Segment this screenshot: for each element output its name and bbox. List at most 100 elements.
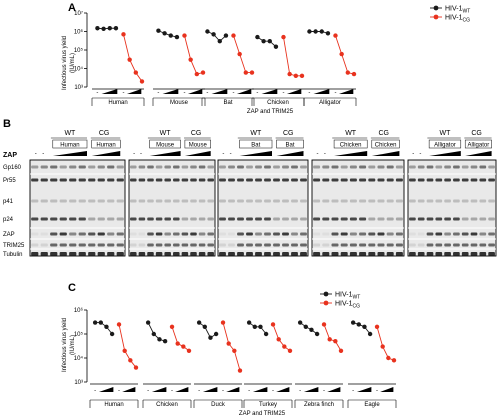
- cg-header: CG: [283, 130, 294, 137]
- wt-data-point: [223, 33, 229, 38]
- blot-band: [40, 243, 48, 247]
- blot-band: [461, 243, 469, 247]
- blot-band: [470, 243, 478, 247]
- blot-band: [155, 178, 163, 182]
- blot-band: [130, 199, 137, 203]
- blot-band: [340, 178, 348, 182]
- blot-band: [173, 165, 180, 169]
- blot-band: [138, 165, 146, 169]
- blot-band: [282, 232, 289, 236]
- blot-band: [417, 252, 425, 256]
- wt-dose-wedge: [356, 387, 372, 392]
- wt-series-line: [248, 322, 267, 335]
- blot-band: [116, 165, 124, 169]
- cg-data-point: [231, 33, 236, 38]
- wt-dose-wedge: [98, 387, 114, 392]
- no-zap-dash: -: [248, 388, 250, 394]
- blot-band: [313, 178, 321, 182]
- species-box: [184, 139, 211, 149]
- no-zap-dash: -: [171, 388, 173, 394]
- blot-band: [291, 243, 298, 247]
- blot-band: [368, 232, 376, 236]
- blot-band: [395, 252, 403, 256]
- blot-band: [282, 165, 289, 169]
- blot-band: [479, 178, 487, 182]
- blot-band: [349, 232, 357, 236]
- y-tick-label: 10⁴: [74, 355, 84, 362]
- blot-band: [359, 232, 367, 236]
- legend-label: HIV-1WT: [445, 6, 470, 15]
- blot-band: [377, 178, 385, 182]
- blot-band: [282, 252, 289, 256]
- blot-band: [97, 243, 105, 247]
- blot-band: [282, 178, 289, 182]
- blot-band: [488, 178, 495, 182]
- blot-band: [116, 217, 124, 221]
- blot-band: [377, 165, 385, 169]
- no-zap-dash: -: [147, 388, 149, 394]
- blot-band: [435, 243, 443, 247]
- wt-series-line: [158, 30, 178, 38]
- panel-a-xlabel: ZAP and TRIM25: [247, 109, 294, 115]
- species-label: Human: [60, 143, 79, 149]
- blot-band: [386, 252, 394, 256]
- blot-band: [417, 165, 425, 169]
- blot-band: [173, 199, 180, 203]
- blot-band: [50, 252, 58, 256]
- no-zap-dash: -: [376, 388, 378, 394]
- species-box: [149, 139, 181, 149]
- cg-data-point: [121, 32, 126, 37]
- cg-dose-wedge: [327, 387, 341, 392]
- cg-data-point: [391, 358, 397, 363]
- legend-marker: [433, 14, 439, 20]
- blot-band: [198, 199, 206, 203]
- blot-band: [198, 178, 206, 182]
- lane-dash: -: [412, 151, 414, 157]
- blot-band: [237, 199, 244, 203]
- blot-band: [207, 165, 214, 169]
- blot-band: [470, 217, 478, 221]
- blot-frame: [407, 159, 497, 257]
- blot-band: [386, 243, 394, 247]
- cg-data-point: [186, 348, 192, 353]
- blot-band: [461, 178, 469, 182]
- lane-dash: -: [419, 151, 421, 157]
- lane-dash: -: [133, 151, 135, 157]
- no-zap-dash: -: [282, 90, 284, 96]
- blot-band: [40, 165, 48, 169]
- blot-band: [246, 252, 253, 256]
- blot-band: [417, 178, 425, 182]
- blot-band: [130, 252, 137, 256]
- blot-band: [255, 232, 262, 236]
- wt-dose-wedge: [334, 151, 368, 156]
- blot-band: [237, 252, 244, 256]
- blot-band: [340, 252, 348, 256]
- blot-band: [219, 232, 226, 236]
- blot-band: [331, 232, 339, 236]
- blot-band: [313, 165, 321, 169]
- blot-band: [417, 243, 425, 247]
- blot-band: [409, 252, 416, 256]
- group-label: Human: [108, 100, 127, 106]
- wt-header: WT: [345, 130, 357, 137]
- blot-band: [97, 232, 105, 236]
- cg-dose-wedge: [122, 387, 136, 392]
- panel-letter-a: A: [68, 2, 76, 14]
- cg-dose-wedge: [276, 151, 304, 156]
- wt-header: WT: [250, 130, 262, 137]
- blot-band: [453, 199, 460, 203]
- blot-band: [331, 199, 339, 203]
- blot-band: [181, 178, 189, 182]
- cg-data-point: [287, 71, 292, 77]
- blot-band: [349, 178, 357, 182]
- legend-label: HIV-1WT: [335, 292, 360, 301]
- blot-band: [246, 243, 253, 247]
- blot-band: [291, 178, 298, 182]
- wt-data-point: [325, 31, 331, 36]
- blot-band: [264, 178, 271, 182]
- panel-c-yunit: (IU/mL): [70, 335, 76, 355]
- blot-band: [107, 252, 115, 256]
- blot-frame: [217, 159, 309, 257]
- blot-band: [322, 243, 330, 247]
- wt-data-point: [362, 324, 367, 329]
